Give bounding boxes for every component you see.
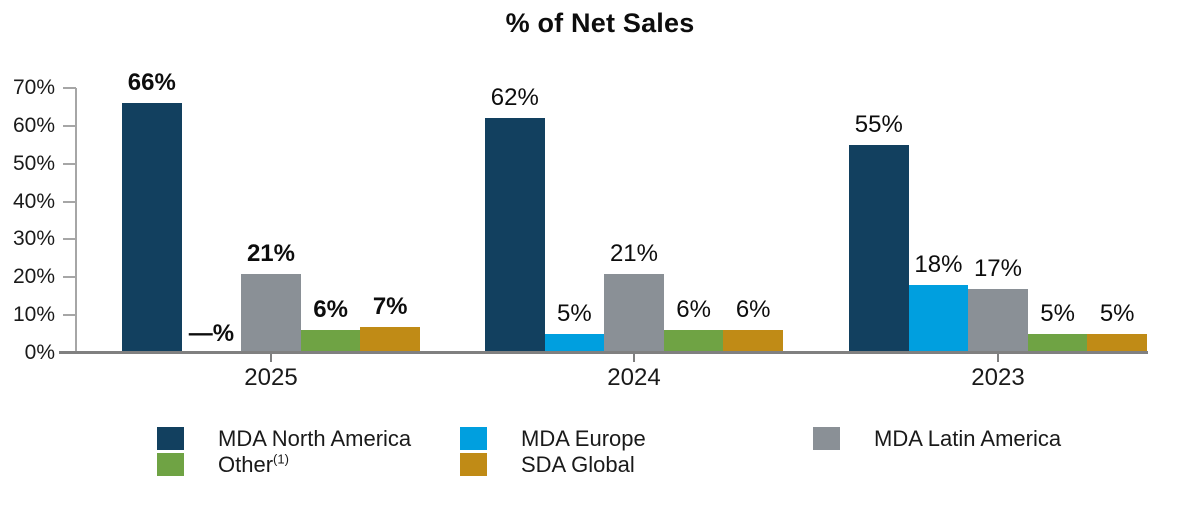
x-axis-line [59, 351, 1148, 354]
bar-sda-global-2023 [1087, 334, 1147, 353]
y-tick-mark [63, 238, 76, 241]
y-tick-label: 70% [12, 76, 55, 99]
bar-slot-sda-global-2024: 6% [723, 88, 783, 353]
bar-mda-latin-america-2024 [604, 273, 664, 353]
bar-value-label-mda-europe-2025: —% [188, 320, 235, 347]
y-tick-label: 0% [24, 341, 55, 364]
bar-slot-other-2024: 6% [663, 88, 724, 353]
legend-column: MDA Latin America [813, 427, 1061, 453]
y-axis-line [75, 88, 77, 353]
bar-mda-europe-2024 [544, 334, 605, 353]
bar-slot-mda-europe-2024: 5% [544, 88, 605, 353]
bar-slot-mda-europe-2023: 18% [908, 88, 969, 353]
bar-value-label-other-2025: 6% [313, 296, 348, 324]
y-tick-label: 40% [12, 189, 55, 213]
bar-other-2025 [300, 330, 361, 353]
legend-item-mda-latin-america: MDA Latin America [813, 427, 1061, 450]
bar-value-label-sda-global-2024: 6% [735, 296, 771, 324]
bar-sda-global-2025 [360, 326, 420, 353]
bar-slot-mda-north-america-2025: 66% [122, 70, 182, 353]
bar-group-2024: 62% 5% 21% 6% 6% [485, 84, 783, 353]
x-axis-label-2023: 2023 [971, 364, 1025, 391]
x-axis-label-2024: 2024 [607, 364, 661, 391]
bar-mda-north-america-2024 [485, 118, 545, 353]
legend: MDA North America Other(1) MDA Europe SDA G… [0, 427, 1200, 487]
bar-mda-north-america-2023 [849, 144, 909, 353]
bar-group-2023: 55% 18% 17% 5% 5% [849, 88, 1147, 353]
y-tick-label: 50% [12, 151, 55, 175]
legend-swatch-sda-global [460, 453, 487, 476]
bar-mda-latin-america-2025 [241, 273, 301, 353]
bar-slot-mda-north-america-2024: 62% [485, 84, 545, 353]
legend-label-other: Other(1) [218, 451, 289, 477]
bar-group-2025: 66% —% 21% 6% 7% [122, 70, 420, 353]
legend-column: MDA Europe SDA Global [460, 427, 646, 479]
legend-item-mda-north-america: MDA North America [157, 427, 411, 450]
y-tick-mark [63, 124, 76, 127]
bar-other-2023 [1027, 334, 1088, 353]
bar-value-label-mda-latin-america-2025: 21% [246, 239, 296, 267]
x-tick-mark [270, 354, 272, 362]
y-tick-mark [63, 87, 76, 89]
y-tick-mark [63, 276, 76, 279]
legend-label-mda-europe: MDA Europe [521, 426, 646, 451]
x-tick-mark [997, 354, 999, 362]
legend-label-sda-global: SDA Global [521, 452, 635, 477]
bar-value-label-sda-global-2025: 7% [372, 292, 408, 320]
bar-other-2024 [663, 330, 724, 353]
bar-value-label-mda-north-america-2025: 66% [127, 69, 176, 97]
bar-value-label-other-2024: 6% [676, 296, 711, 324]
bar-slot-other-2025: 6% [300, 88, 361, 353]
legend-column: MDA North America Other(1) [157, 427, 411, 479]
bar-value-label-mda-latin-america-2023: 17% [973, 254, 1023, 282]
y-tick-mark [63, 162, 76, 165]
legend-item-mda-europe: MDA Europe [460, 427, 646, 450]
legend-label-superscript: (1) [273, 451, 289, 467]
bar-slot-mda-europe-2025: —% [182, 88, 242, 353]
legend-item-other: Other(1) [157, 453, 411, 476]
bar-value-label-mda-north-america-2023: 55% [854, 110, 903, 138]
legend-swatch-mda-latin-america [813, 427, 840, 450]
legend-item-sda-global: SDA Global [460, 453, 646, 476]
legend-swatch-mda-europe [460, 427, 487, 450]
bar-value-label-mda-north-america-2024: 62% [490, 84, 539, 112]
y-axis: 70% 60% 50% 40% 30% 20% 10% 0% [0, 76, 76, 364]
x-tick-mark [633, 354, 635, 362]
y-tick-mark [63, 200, 76, 203]
legend-swatch-mda-north-america [157, 427, 184, 450]
legend-label-mda-latin-america: MDA Latin America [874, 426, 1062, 451]
bar-slot-mda-latin-america-2024: 21% [604, 88, 664, 353]
chart-title: % of Net Sales [505, 8, 695, 38]
bar-sda-global-2024 [723, 330, 783, 353]
bar-value-label-sda-global-2023: 5% [1099, 300, 1135, 328]
bar-mda-europe-2023 [908, 284, 969, 353]
bar-slot-mda-latin-america-2023: 17% [968, 88, 1028, 353]
y-tick-label: 10% [12, 303, 55, 327]
bar-value-label-mda-europe-2024: 5% [557, 300, 592, 328]
bar-slot-mda-north-america-2023: 55% [849, 88, 909, 353]
y-tick-label: 60% [12, 113, 55, 137]
plot-area: 66% —% 21% 6% 7% 62% 5% 21% 6% 6% 55% 18% 17% 5% 5% [76, 70, 1148, 353]
bar-value-label-mda-latin-america-2024: 21% [609, 239, 659, 267]
bar-mda-latin-america-2023 [968, 288, 1028, 353]
bar-value-label-other-2023: 5% [1040, 300, 1075, 328]
bar-slot-sda-global-2025: 7% [360, 88, 420, 353]
bar-value-label-mda-europe-2023: 18% [914, 250, 963, 278]
y-tick-label: 20% [12, 265, 55, 289]
bar-mda-north-america-2025 [122, 103, 182, 353]
y-tick-mark [63, 314, 76, 317]
legend-label-mda-north-america: MDA North America [218, 426, 412, 451]
bar-slot-mda-latin-america-2025: 21% [241, 88, 301, 353]
x-axis-label-2025: 2025 [244, 364, 298, 391]
y-tick-label: 30% [12, 227, 55, 251]
bar-slot-other-2023: 5% [1027, 88, 1088, 353]
legend-swatch-other [157, 453, 184, 476]
bar-slot-sda-global-2023: 5% [1087, 88, 1147, 353]
